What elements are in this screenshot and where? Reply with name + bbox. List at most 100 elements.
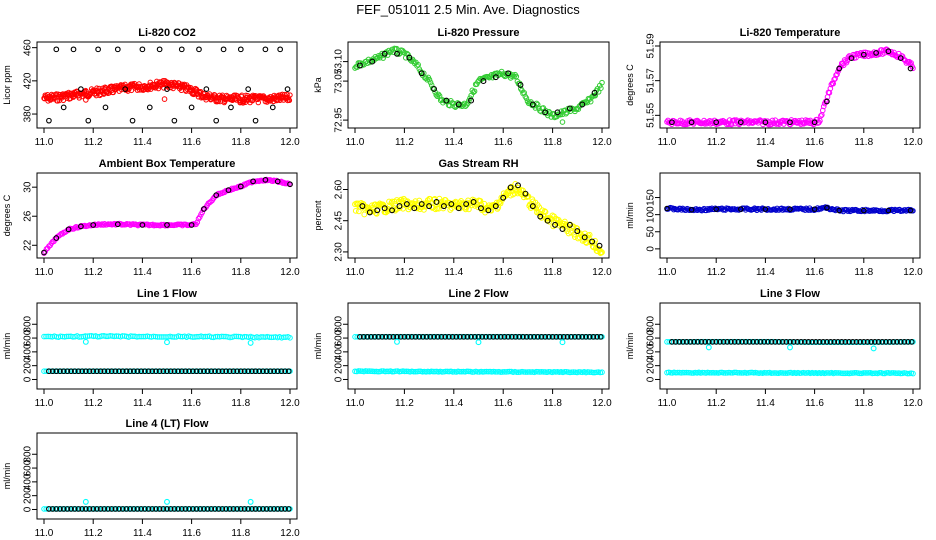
panel-line1: Line 1 Flow ml/min 11.0 11.2 11.4 11.6 11.8 12.… (2, 288, 300, 409)
data-point-avg (171, 506, 178, 512)
data-point-avg (215, 368, 222, 375)
x-tick-label: 11.4 (756, 398, 775, 409)
data-point-avg (537, 213, 544, 220)
data-point-fine (727, 369, 734, 376)
y-tick-label: 460 (22, 39, 33, 56)
plot-frame (36, 302, 298, 390)
y-tick-label: 73.05 (334, 68, 345, 93)
data-point-fine (559, 119, 566, 125)
data-point-fine (458, 368, 465, 375)
data-point-avg (105, 506, 111, 512)
x-tick-label: 11.8 (854, 137, 873, 148)
data-point-fine (497, 200, 504, 207)
data-point-avg (250, 178, 256, 185)
data-point-avg (368, 333, 374, 340)
data-point-fine (357, 368, 364, 374)
data-point-avg (552, 221, 559, 228)
data-point-avg (738, 206, 744, 212)
y-tick-label: 30 (23, 181, 34, 193)
x-tick-label: 12.0 (592, 398, 612, 409)
x-tick-label: 11.8 (854, 267, 873, 278)
data-point-avg (142, 368, 148, 375)
panel-li_temp: Li-820 Temperature degrees C 11.0 11.2 11.4 1… (625, 27, 923, 148)
x-tick-label: 11.0 (658, 398, 677, 409)
data-point-avg (505, 70, 512, 77)
data-point-avg (669, 339, 675, 345)
data-point-avg (260, 368, 266, 375)
data-point-avg (282, 506, 288, 512)
data-point-fine (823, 370, 830, 376)
data-point-fine (524, 369, 531, 375)
data-point-fine (477, 197, 484, 204)
plot-frame (659, 302, 921, 390)
data-point-avg (90, 506, 97, 512)
data-point-avg (724, 339, 731, 345)
data-point-avg (405, 333, 411, 340)
data-point-avg (90, 368, 97, 375)
data-point-avg (568, 333, 574, 340)
panel-title: Ambient Box Temperature (99, 158, 236, 170)
data-point-avg (53, 506, 60, 512)
data-point-avg (512, 333, 519, 340)
data-point-avg (371, 333, 378, 340)
y-tick-label: 2.30 (334, 242, 345, 262)
y-tick-label: 600 (334, 329, 345, 346)
data-point-avg (801, 339, 808, 345)
data-point-avg (411, 205, 418, 212)
x-tick-label: 12.0 (280, 137, 300, 148)
y-tick-label: 51.55 (646, 102, 657, 127)
data-point-fine (839, 370, 846, 377)
data-point-avg (41, 249, 47, 256)
data-point-avg (873, 50, 879, 56)
data-point-avg (820, 339, 827, 345)
data-point-avg (507, 184, 514, 191)
data-point-fine (559, 111, 566, 118)
data-point-avg (237, 46, 244, 53)
data-point-avg (201, 206, 207, 212)
data-point-avg (824, 205, 830, 211)
data-point-fine (176, 80, 182, 86)
x-tick-label: 11.0 (658, 137, 677, 148)
data-point-avg (426, 203, 433, 210)
y-axis-label: ml/min (313, 333, 323, 360)
data-point-avg (883, 339, 889, 345)
data-point-avg (597, 333, 604, 340)
data-point-avg (849, 339, 856, 345)
data-point-fine (83, 97, 89, 103)
data-point-avg (139, 46, 146, 53)
data-point-avg (127, 506, 133, 512)
panel-sample_flow: Sample Flow ml/min 11.0 11.2 11.4 11.6 11.8 12.… (625, 158, 923, 278)
y-axis-label: kPa (313, 77, 323, 93)
data-point-avg (412, 333, 419, 340)
data-point-avg (505, 333, 511, 340)
data-point-avg (591, 89, 598, 96)
data-point-avg (357, 333, 363, 340)
panel-title: Line 4 (LT) Flow (126, 418, 209, 430)
data-point-avg (523, 333, 530, 340)
y-tick-label: 0 (23, 506, 34, 512)
data-point-avg (460, 333, 467, 340)
data-point-fine (845, 208, 851, 214)
data-point-fine (825, 370, 831, 376)
data-point-fine (427, 79, 434, 86)
data-point-avg (901, 339, 908, 345)
data-point-fine (513, 73, 520, 80)
data-point-fine (352, 207, 359, 214)
data-point-avg (94, 506, 100, 512)
x-tick-label: 11.8 (543, 267, 562, 278)
data-point-fine (688, 370, 695, 376)
data-point-fine (355, 368, 362, 374)
data-point-avg (225, 187, 232, 193)
data-point-avg (356, 62, 363, 69)
data-point-avg (553, 333, 560, 340)
data-point-avg (816, 339, 823, 345)
data-point-fine (523, 95, 530, 102)
data-point-avg (79, 368, 85, 375)
data-point-avg (688, 207, 695, 213)
data-point-fine (457, 368, 463, 375)
data-point-fine (545, 368, 552, 375)
data-point-avg (129, 117, 136, 124)
data-point-avg (94, 368, 100, 375)
data-point-avg (546, 333, 552, 340)
data-point-avg (167, 506, 174, 512)
